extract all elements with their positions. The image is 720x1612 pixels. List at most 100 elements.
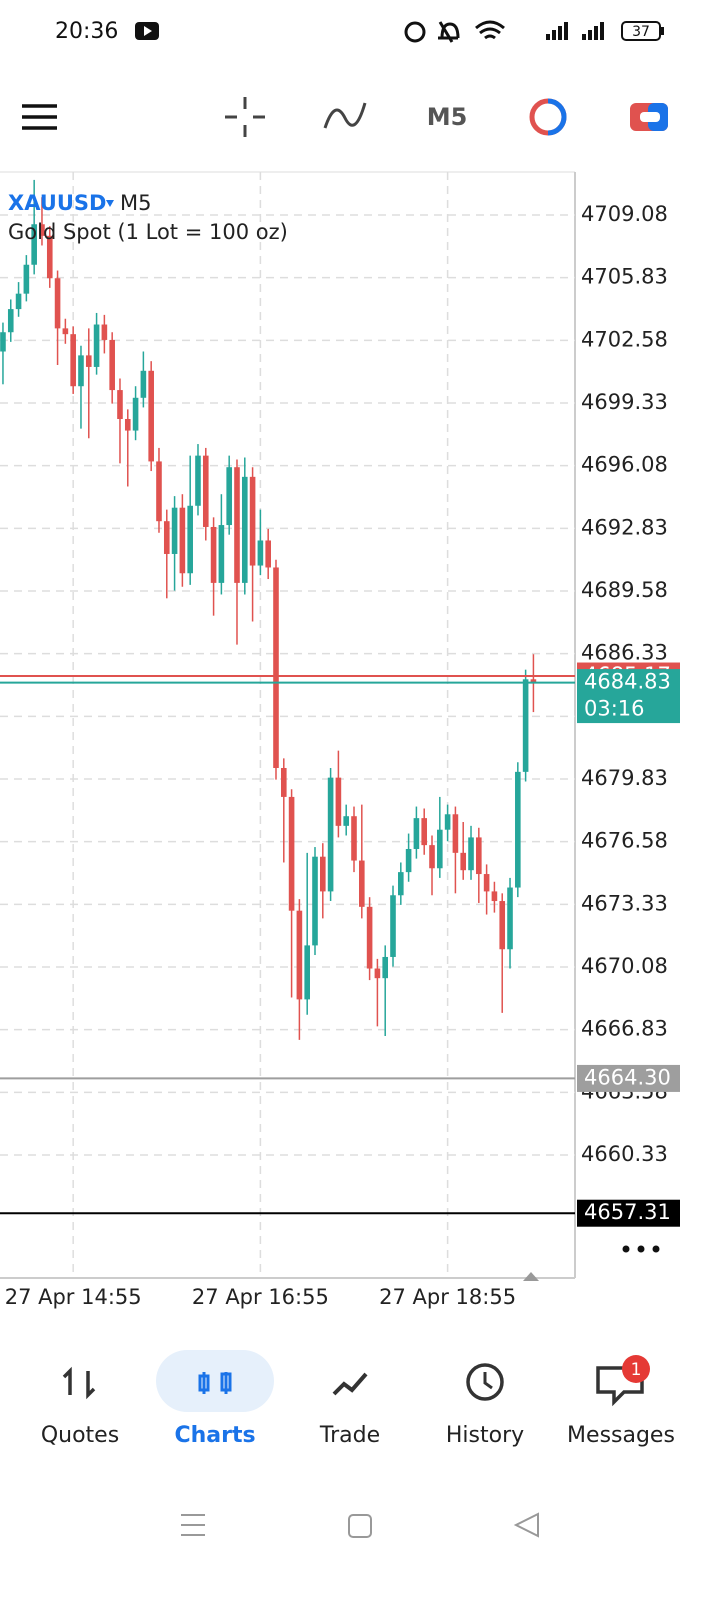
candle-body <box>202 455 209 527</box>
candle-body <box>171 507 178 554</box>
charts-icon-body <box>220 1372 232 1392</box>
nav-label[interactable]: Quotes <box>41 1423 119 1448</box>
wifi-icon <box>475 20 505 40</box>
candle-body <box>366 906 373 969</box>
clock: 20:36 <box>55 19 118 44</box>
candle-body <box>218 525 225 583</box>
trade-icon-half <box>547 98 567 136</box>
y-tick-label: 4670.08 <box>581 954 668 978</box>
more-dot <box>652 1245 660 1253</box>
chart-timeframe: M5 <box>120 191 151 215</box>
y-tick-label: 4666.83 <box>581 1017 668 1041</box>
candle-body <box>156 461 162 522</box>
y-tick-label: 4709.08 <box>581 202 668 226</box>
y-tick-label: 4705.83 <box>581 265 668 289</box>
menu-icon[interactable] <box>22 104 57 130</box>
battery-tip <box>661 27 664 35</box>
candle-body <box>343 816 350 826</box>
candle-body <box>296 910 303 1000</box>
candle-body <box>288 796 295 911</box>
candle-body <box>132 397 139 431</box>
x-tick-label: 27 Apr 18:55 <box>379 1285 516 1309</box>
more-dot[interactable] <box>622 1245 630 1253</box>
symbol[interactable]: XAUUSD <box>8 191 106 215</box>
nav-label[interactable]: Messages <box>567 1423 675 1448</box>
quotes-icon[interactable] <box>62 1366 96 1400</box>
x-tick-label: 27 Apr 14:55 <box>5 1285 142 1309</box>
nav-label[interactable]: Trade <box>319 1423 380 1448</box>
candle-body <box>335 777 342 826</box>
candle-body <box>515 771 521 888</box>
candle-body <box>507 887 513 950</box>
candle-body <box>499 901 506 950</box>
candle-body <box>163 521 170 554</box>
y-tick-label: 4702.58 <box>581 327 668 351</box>
nav-label[interactable]: History <box>446 1423 524 1448</box>
candle-body <box>382 956 389 979</box>
mute-icon <box>438 21 460 43</box>
candle-body <box>468 837 474 871</box>
candle-body <box>187 505 193 574</box>
candle-body <box>421 818 428 846</box>
symbol-description: Gold Spot (1 Lot = 100 oz) <box>8 220 288 244</box>
candle-body <box>390 895 396 957</box>
candle-body <box>405 848 412 873</box>
candle-body <box>93 324 100 367</box>
trade-tab-icon[interactable] <box>332 1372 368 1396</box>
candle-body <box>210 526 217 583</box>
candle-body <box>460 852 467 871</box>
price-label: 4657.31 <box>584 1200 671 1224</box>
candle-body <box>491 891 498 902</box>
badge <box>622 1355 650 1383</box>
candle-body <box>444 814 451 830</box>
symbol-dropdown[interactable] <box>106 200 114 207</box>
candle-body <box>359 860 365 907</box>
more-dot <box>637 1245 645 1253</box>
scroll-marker <box>523 1272 539 1281</box>
y-tick-label: 4692.83 <box>581 515 668 539</box>
candle-body <box>23 264 30 294</box>
price-label: 4664.30 <box>584 1065 671 1089</box>
candle-body <box>101 324 108 340</box>
candle-body <box>7 309 14 333</box>
android-back[interactable] <box>513 1512 539 1538</box>
nav-label[interactable]: Charts <box>174 1423 255 1448</box>
charts-icon-body <box>198 1374 210 1392</box>
candle-body <box>226 467 232 526</box>
candle-body <box>234 467 240 583</box>
candle-body <box>351 816 357 861</box>
candle-body <box>179 507 186 574</box>
oneclick-icon-center <box>640 112 660 122</box>
history-icon[interactable] <box>466 1363 504 1401</box>
candle-body <box>148 370 154 462</box>
y-tick-label: 4673.33 <box>581 891 668 915</box>
candle-body <box>319 856 326 892</box>
candle-body <box>78 355 84 387</box>
candle-body <box>265 540 271 568</box>
badge-count: 1 <box>631 1360 642 1380</box>
candle-body <box>249 476 256 566</box>
history-hand <box>483 1372 493 1390</box>
y-tick-label: 4699.33 <box>581 390 668 414</box>
android-home[interactable] <box>348 1514 372 1538</box>
countdown: 03:16 <box>584 697 645 721</box>
android-menu[interactable] <box>181 1514 205 1536</box>
candle-body <box>522 679 529 772</box>
timeframe-button[interactable]: M5 <box>427 103 468 131</box>
y-tick-label: 4660.33 <box>581 1142 668 1166</box>
price-label: 4684.83 <box>584 670 671 694</box>
indicators-icon[interactable] <box>323 102 367 129</box>
y-tick-label: 4676.58 <box>581 829 668 853</box>
y-tick-label: 4679.83 <box>581 766 668 790</box>
battery-icon <box>621 21 661 41</box>
candle-body <box>85 355 92 367</box>
candle-body <box>0 332 6 352</box>
candle-body <box>280 767 287 797</box>
price-label-bg <box>577 1199 680 1227</box>
crosshair-icon[interactable] <box>225 97 265 137</box>
candle-body <box>327 777 334 892</box>
y-tick-label: 4686.33 <box>581 641 668 665</box>
battery-level: 37 <box>632 24 650 40</box>
